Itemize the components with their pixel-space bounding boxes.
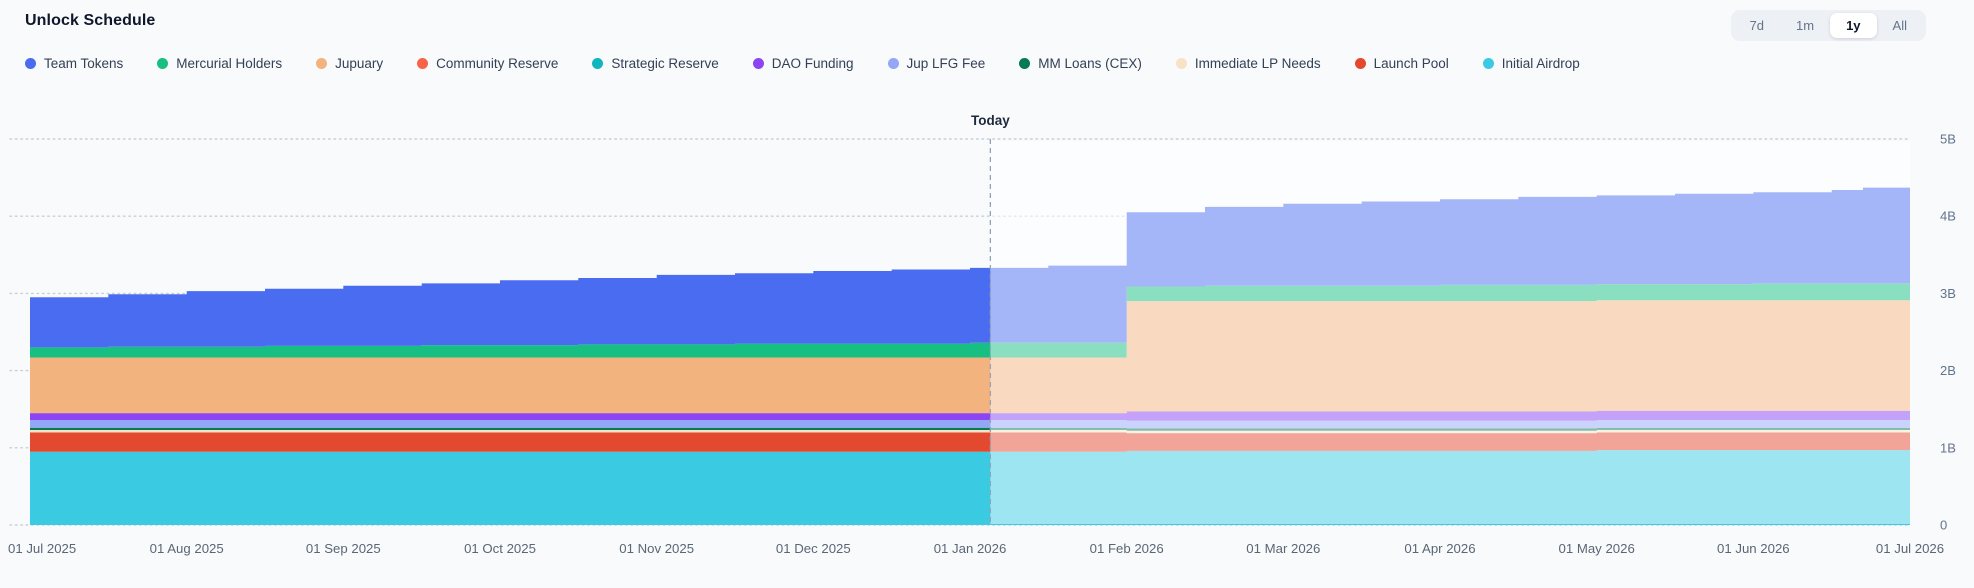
y-axis-label-3B: 3B [1940, 286, 1956, 301]
y-axis-label-1B: 1B [1940, 440, 1956, 455]
page-title: Unlock Schedule [25, 12, 156, 29]
x-axis-label-01-mar-2026: 01 Mar 2026 [1246, 541, 1320, 556]
y-axis-label-4B: 4B [1940, 209, 1956, 224]
x-axis-label-01-oct-2025: 01 Oct 2025 [464, 541, 536, 556]
x-axis-label-01-nov-2025: 01 Nov 2025 [619, 541, 694, 556]
range-button-7d[interactable]: 7d [1734, 13, 1780, 38]
legend-label: DAO Funding [771, 56, 854, 71]
x-axis-label-01-may-2026: 01 May 2026 [1559, 541, 1635, 556]
x-axis-label-01-dec-2025: 01 Dec 2025 [776, 541, 851, 556]
legend-label: MM Loans (CEX) [1038, 56, 1142, 71]
legend-dot-icon [316, 58, 328, 69]
x-axis-label-01-sep-2025: 01 Sep 2025 [306, 541, 381, 556]
legend-label: Community Reserve [436, 56, 559, 71]
future-fade-overlay [990, 141, 1910, 524]
legend-label: Mercurial Holders [176, 56, 283, 71]
legend-dot-icon [1019, 58, 1031, 69]
legend-label: Launch Pool [1373, 56, 1449, 71]
x-axis-label-01-jan-2026: 01 Jan 2026 [934, 541, 1007, 556]
legend-dot-icon [157, 58, 169, 69]
legend-dot-icon [887, 58, 899, 69]
legend-dot-icon [592, 58, 604, 69]
legend-item-jup-lfg-fee[interactable]: Jup LFG Fee [887, 56, 986, 71]
legend-item-initial-airdrop[interactable]: Initial Airdrop [1482, 56, 1580, 71]
legend-item-launch-pool[interactable]: Launch Pool [1354, 56, 1449, 71]
legend-item-immediate-lp-needs[interactable]: Immediate LP Needs [1175, 56, 1321, 71]
range-button-1y[interactable]: 1y [1830, 13, 1877, 38]
legend-dot-icon [1354, 58, 1366, 69]
legend-item-community-reserve[interactable]: Community Reserve [417, 56, 558, 71]
x-axis-label-01-feb-2026: 01 Feb 2026 [1090, 541, 1164, 556]
x-axis-label-01-apr-2026: 01 Apr 2026 [1404, 541, 1475, 556]
legend-item-jupuary[interactable]: Jupuary [316, 56, 383, 71]
x-axis-label-01-jul-2025: 01 Jul 2025 [8, 541, 76, 556]
legend-dot-icon [1482, 58, 1494, 69]
legend-item-mm-loans-cex-[interactable]: MM Loans (CEX) [1019, 56, 1142, 71]
legend-label: Immediate LP Needs [1194, 56, 1321, 71]
range-button-1m[interactable]: 1m [1780, 13, 1830, 38]
legend-dot-icon [752, 58, 764, 69]
legend-item-dao-funding[interactable]: DAO Funding [752, 56, 854, 71]
x-axis-label-01-jun-2026: 01 Jun 2026 [1717, 541, 1790, 556]
range-button-all[interactable]: All [1877, 13, 1923, 38]
legend-dot-icon [417, 58, 429, 69]
y-axis-label-5B: 5B [1940, 132, 1956, 147]
legend-label: Jup LFG Fee [906, 56, 986, 71]
legend-item-mercurial-holders[interactable]: Mercurial Holders [157, 56, 282, 71]
legend-item-strategic-reserve[interactable]: Strategic Reserve [592, 56, 719, 71]
chart-legend: Team Tokens Mercurial Holders Jupuary Commu… [25, 56, 1934, 71]
legend-item-team-tokens[interactable]: Team Tokens [25, 56, 123, 71]
legend-dot-icon [25, 58, 36, 69]
legend-label: Initial Airdrop [1501, 56, 1580, 71]
y-axis-label-2B: 2B [1940, 363, 1956, 378]
x-axis-label-01-jul-2026: 01 Jul 2026 [1876, 541, 1944, 556]
legend-dot-icon [1175, 58, 1187, 69]
range-selector: 7d 1m 1y All [1730, 10, 1926, 41]
today-label: Today [971, 113, 1010, 128]
x-axis-label-01-aug-2025: 01 Aug 2025 [150, 541, 224, 556]
legend-label: Strategic Reserve [611, 56, 719, 71]
legend-label: Jupuary [335, 56, 384, 71]
legend-label: Team Tokens [44, 56, 124, 71]
y-axis-label-0: 0 [1940, 518, 1947, 533]
